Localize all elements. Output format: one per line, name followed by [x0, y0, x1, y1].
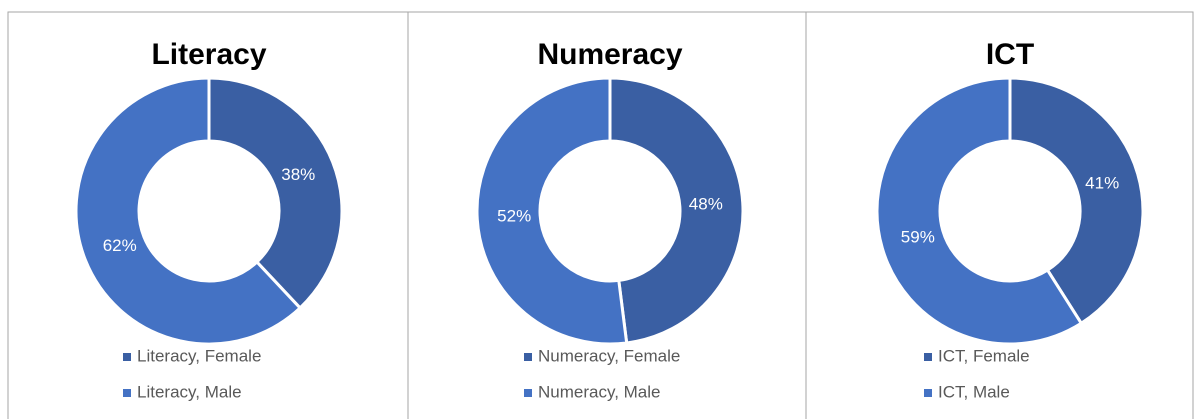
chart-title: Numeracy [537, 38, 682, 71]
frame [7, 11, 1194, 419]
legend-marker [524, 353, 532, 361]
donut-segment [608, 76, 745, 345]
legend-marker [524, 389, 532, 397]
legend-marker [123, 353, 131, 361]
donut-segment [74, 76, 303, 346]
chart-title: ICT [986, 38, 1034, 71]
legend-label: ICT, Male [938, 382, 1010, 401]
legend-label: ICT, Female [938, 346, 1030, 365]
donut-segment [1008, 76, 1145, 326]
value-label: 52% [497, 207, 531, 226]
value-label: 41% [1085, 174, 1119, 193]
legend-marker [123, 389, 131, 397]
value-label: 62% [103, 236, 137, 255]
donut-segment [207, 76, 344, 311]
legend-label: Literacy, Female [137, 346, 261, 365]
donut-segment [475, 76, 629, 346]
chart-title: Literacy [151, 38, 266, 71]
legend-marker [924, 389, 932, 397]
value-label: 59% [901, 227, 935, 246]
legend-label: Numeracy, Male [538, 382, 661, 401]
legend-marker [924, 353, 932, 361]
legend-label: Numeracy, Female [538, 346, 680, 365]
donut-segment [875, 76, 1084, 346]
legend-label: Literacy, Male [137, 382, 242, 401]
value-label: 38% [281, 165, 315, 184]
value-label: 48% [689, 194, 723, 213]
